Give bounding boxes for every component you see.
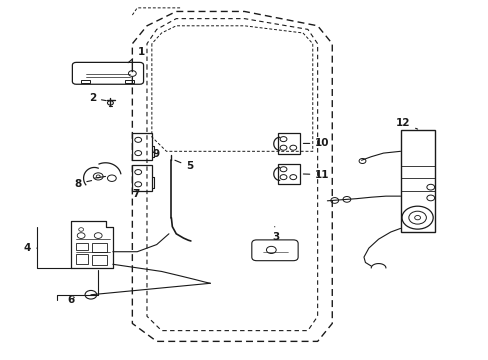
Text: 1: 1: [128, 46, 144, 63]
Text: 2: 2: [88, 93, 106, 103]
Bar: [76, 253, 88, 264]
Bar: [81, 80, 90, 83]
Text: 10: 10: [303, 139, 329, 148]
Text: 11: 11: [303, 170, 329, 180]
Bar: [400, 130, 434, 232]
Text: 3: 3: [272, 226, 279, 242]
Text: 7: 7: [132, 189, 140, 199]
Bar: [132, 165, 152, 192]
Bar: [277, 134, 299, 154]
Text: 4: 4: [24, 243, 37, 253]
Bar: [125, 80, 134, 83]
Bar: [76, 243, 88, 250]
Bar: [92, 243, 107, 252]
Text: 12: 12: [395, 118, 417, 129]
Bar: [132, 134, 152, 160]
Bar: [92, 255, 107, 265]
Text: 5: 5: [175, 160, 193, 171]
Text: 8: 8: [74, 179, 91, 189]
Bar: [277, 164, 299, 184]
Text: 9: 9: [152, 149, 159, 159]
Text: 6: 6: [68, 295, 75, 305]
